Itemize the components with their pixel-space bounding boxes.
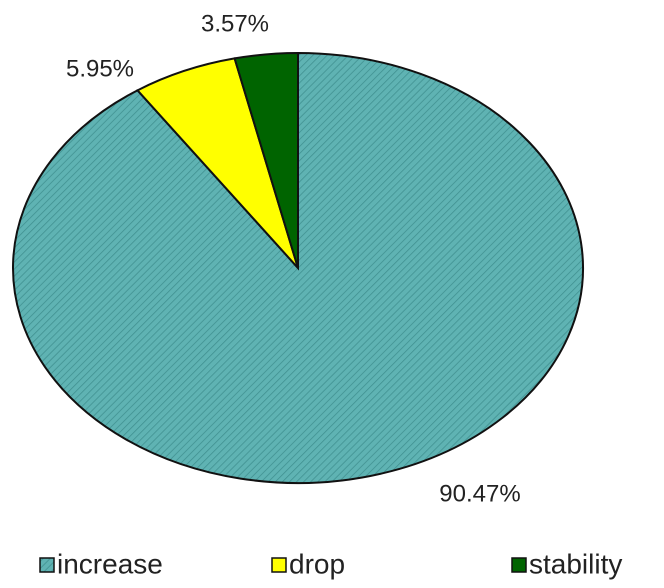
value-label: 90.47% (439, 480, 520, 507)
legend-label: drop (289, 548, 345, 579)
value-label: 5.95% (66, 55, 134, 82)
value-label: 3.57% (201, 10, 269, 37)
legend-label: stability (529, 548, 622, 579)
legend-swatch (39, 557, 55, 573)
legend-swatch (271, 557, 287, 573)
pie-slice (233, 51, 299, 269)
legend-label: increase (57, 548, 163, 579)
legend-swatch (511, 557, 527, 573)
